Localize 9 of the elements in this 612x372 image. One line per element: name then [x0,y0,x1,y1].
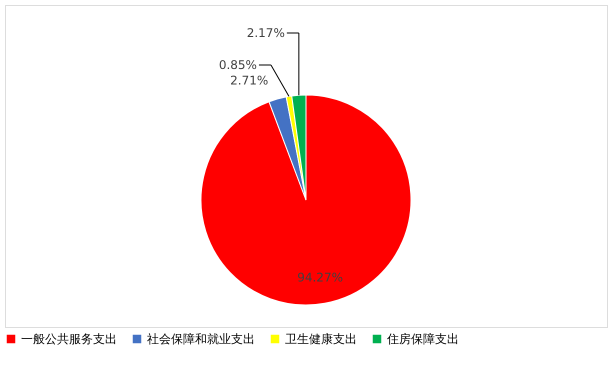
pie-slice [200,94,412,306]
data-label: 94.27% [297,270,343,284]
legend-label: 住房保障支出 [386,332,459,346]
data-label: 2.71% [230,73,268,88]
legend-label: 社会保障和就业支出 [147,332,255,346]
data-label: 2.17% [246,26,285,40]
legend-label: 一般公共服务支出 [21,332,117,346]
legend-label: 卫生健康支出 [285,332,357,346]
data-label: 0.85% [218,58,257,72]
